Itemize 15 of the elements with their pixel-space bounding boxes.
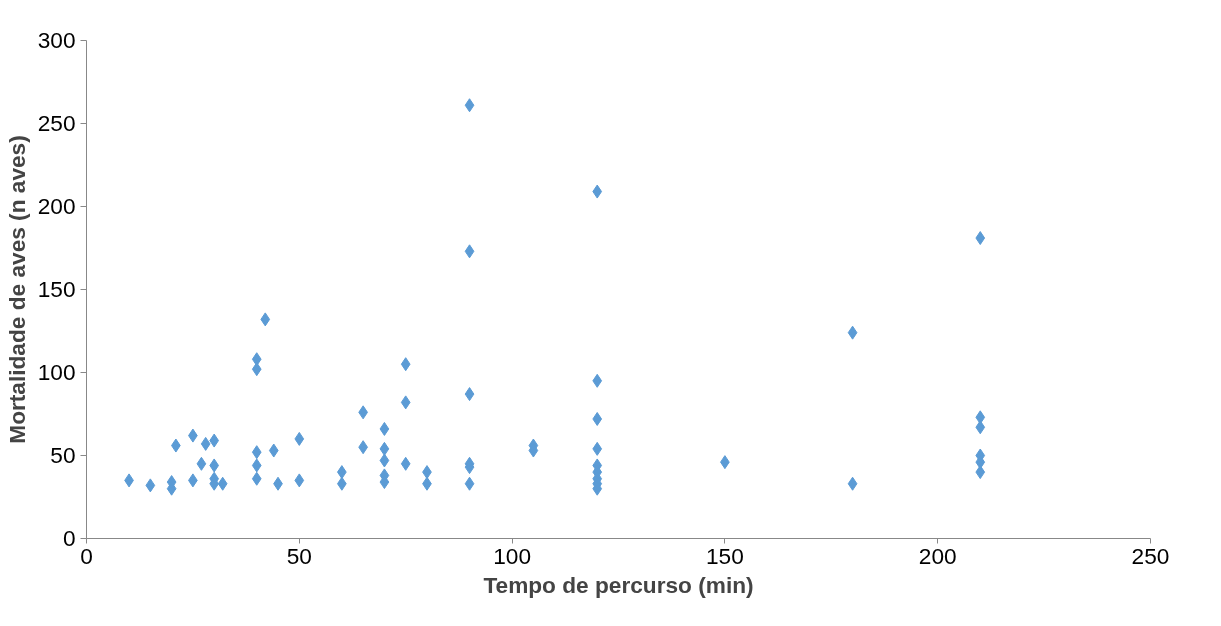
y-axis-title: Mortalidade de aves (n aves) [3, 135, 30, 444]
x-tick-label: 100 [493, 542, 532, 569]
x-tick-label: 250 [1131, 542, 1170, 569]
x-tick-label: 150 [706, 542, 744, 569]
y-tick-label: 300 [37, 27, 76, 53]
y-tick-label: 0 [62, 525, 76, 551]
y-tick-label: 200 [37, 193, 76, 219]
y-tick-label: 150 [37, 276, 76, 302]
x-tick-label: 0 [80, 542, 93, 569]
x-tick-label: 50 [286, 542, 312, 569]
x-tick-label: 200 [918, 542, 957, 569]
x-axis-title: Tempo de percurso (min) [483, 571, 754, 598]
y-tick-label: 250 [37, 110, 76, 136]
y-tick-label: 50 [50, 442, 76, 468]
y-tick-label: 100 [37, 359, 76, 385]
